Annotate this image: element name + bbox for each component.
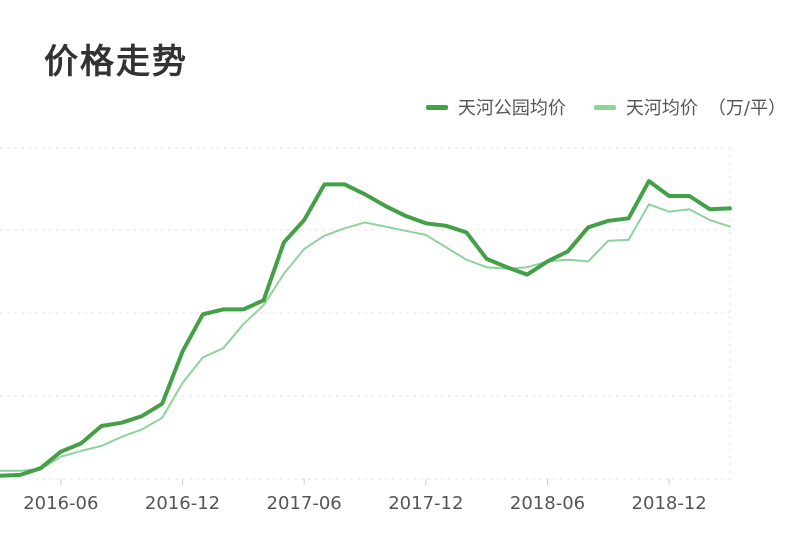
chart-grid xyxy=(0,147,731,480)
legend-swatch-series-1 xyxy=(425,104,448,110)
x-tick-label: 2018-06 xyxy=(510,493,585,514)
x-axis-ticks: 2016-06 2016-12 2017-06 2017-12 2018-06 2018-… xyxy=(23,479,707,514)
chart-legend: 天河公园均价 天河均价 （万/平） xyxy=(398,94,786,120)
x-tick-label: 2017-12 xyxy=(388,493,463,514)
x-tick-label: 2016-12 xyxy=(145,493,220,514)
series-line-1 xyxy=(0,179,732,478)
series-line-2 xyxy=(0,203,731,472)
legend-item-series-1[interactable]: 天河公园均价 xyxy=(425,94,566,120)
legend-label-series-1: 天河公园均价 xyxy=(457,98,566,119)
legend-label-series-2: 天河均价 xyxy=(625,98,698,119)
legend-swatch-series-2 xyxy=(593,104,616,110)
legend-item-series-2[interactable]: 天河均价 （万/平） xyxy=(593,94,786,120)
chart-title: 价格走势 xyxy=(44,42,188,82)
legend-unit: （万/平） xyxy=(707,98,786,119)
x-tick-label: 2017-06 xyxy=(267,493,342,514)
x-tick-label: 2016-06 xyxy=(23,493,98,514)
x-tick-label: 2018-12 xyxy=(632,493,707,514)
chart-series xyxy=(0,179,732,478)
